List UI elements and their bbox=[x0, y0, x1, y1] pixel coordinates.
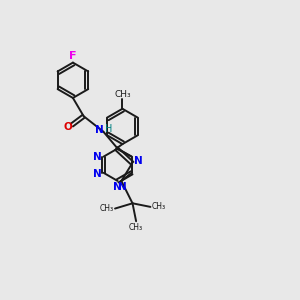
Text: N: N bbox=[93, 152, 101, 162]
Text: N: N bbox=[113, 182, 122, 192]
Text: N: N bbox=[118, 182, 126, 192]
Text: F: F bbox=[69, 51, 77, 61]
Text: N: N bbox=[93, 169, 101, 179]
Text: N: N bbox=[134, 156, 142, 166]
Text: CH₃: CH₃ bbox=[100, 204, 114, 213]
Text: CH₃: CH₃ bbox=[152, 202, 166, 211]
Text: N: N bbox=[95, 125, 104, 135]
Text: CH₃: CH₃ bbox=[129, 223, 143, 232]
Text: CH₃: CH₃ bbox=[114, 90, 131, 99]
Text: H: H bbox=[105, 124, 112, 134]
Text: O: O bbox=[63, 122, 72, 131]
